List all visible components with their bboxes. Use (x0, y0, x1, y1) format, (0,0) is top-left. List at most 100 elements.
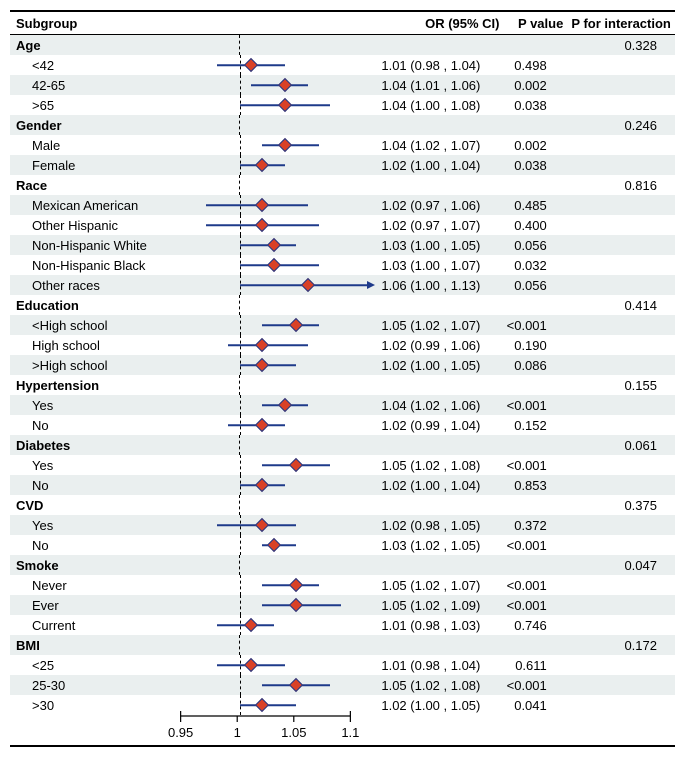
reference-line (240, 675, 241, 695)
or-text: 1.04 (1.02 , 1.06) (368, 398, 494, 413)
plot-cell (160, 495, 368, 515)
group-row: Race0.816 (10, 175, 675, 195)
point-estimate (267, 258, 281, 272)
p-value: 0.485 (494, 198, 551, 213)
item-label: Ever (10, 598, 160, 613)
reference-line (240, 75, 241, 95)
plot-cell (160, 455, 368, 475)
p-value: 0.038 (494, 158, 551, 173)
plot-cell (160, 695, 368, 715)
group-label: CVD (10, 498, 160, 513)
or-text: 1.02 (1.00 , 1.05) (368, 698, 494, 713)
p-value: 0.190 (494, 338, 551, 353)
header-plot-spacer (162, 12, 372, 34)
or-text: 1.02 (0.99 , 1.06) (368, 338, 494, 353)
plot-cell (160, 75, 368, 95)
item-label: <25 (10, 658, 160, 673)
item-label: >High school (10, 358, 160, 373)
point-estimate (255, 418, 269, 432)
header-pint: P for interaction (567, 16, 675, 31)
footer-rule (10, 745, 675, 747)
plot-cell (160, 135, 368, 155)
plot-cell (160, 675, 368, 695)
item-label: <42 (10, 58, 160, 73)
header-subgroup: Subgroup (10, 16, 162, 31)
plot-cell (160, 295, 368, 315)
item-row: Mexican American1.02 (0.97 , 1.06)0.485 (10, 195, 675, 215)
p-value: 0.498 (494, 58, 551, 73)
group-label: Hypertension (10, 378, 160, 393)
plot-cell (160, 555, 368, 575)
point-estimate (255, 698, 269, 712)
p-value: 0.032 (494, 258, 551, 273)
item-label: No (10, 418, 160, 433)
p-value: 0.002 (494, 138, 551, 153)
p-value: 0.041 (494, 698, 551, 713)
point-estimate (255, 198, 269, 212)
or-text: 1.01 (0.98 , 1.04) (368, 658, 494, 673)
plot-cell (160, 355, 368, 375)
plot-cell (160, 235, 368, 255)
item-label: Non-Hispanic White (10, 238, 160, 253)
group-label: BMI (10, 638, 160, 653)
p-value: <0.001 (494, 458, 551, 473)
rows-container: Age0.328<421.01 (0.98 , 1.04)0.49842-651… (10, 35, 675, 715)
or-text: 1.05 (1.02 , 1.08) (368, 458, 494, 473)
item-row: >651.04 (1.00 , 1.08)0.038 (10, 95, 675, 115)
plot-cell (160, 35, 368, 55)
point-estimate (278, 398, 292, 412)
p-value: 0.152 (494, 418, 551, 433)
point-estimate (255, 338, 269, 352)
axis-tick-label: 0.95 (168, 725, 193, 740)
reference-line (239, 635, 240, 655)
item-label: Never (10, 578, 160, 593)
p-value: 0.400 (494, 218, 551, 233)
group-label: Age (10, 38, 160, 53)
item-row: Yes1.04 (1.02 , 1.06)<0.001 (10, 395, 675, 415)
point-estimate (289, 678, 303, 692)
item-label: Current (10, 618, 160, 633)
plot-cell (160, 155, 368, 175)
reference-line (240, 595, 241, 615)
item-label: 25-30 (10, 678, 160, 693)
point-estimate (255, 218, 269, 232)
item-row: Other races1.06 (1.00 , 1.13)0.056 (10, 275, 675, 295)
p-interaction: 0.328 (551, 38, 675, 53)
or-text: 1.02 (0.98 , 1.05) (368, 518, 494, 533)
plot-cell (160, 515, 368, 535)
item-row: >High school 1.02 (1.00 , 1.05)0.086 (10, 355, 675, 375)
p-interaction: 0.155 (551, 378, 675, 393)
or-text: 1.02 (1.00 , 1.05) (368, 358, 494, 373)
point-estimate (255, 358, 269, 372)
p-value: 0.086 (494, 358, 551, 373)
reference-line (240, 135, 241, 155)
or-text: 1.02 (0.97 , 1.06) (368, 198, 494, 213)
reference-line (240, 575, 241, 595)
point-estimate (278, 78, 292, 92)
item-label: Yes (10, 518, 160, 533)
group-label: Smoke (10, 558, 160, 573)
p-value: <0.001 (494, 318, 551, 333)
point-estimate (255, 158, 269, 172)
or-text: 1.01 (0.98 , 1.03) (368, 618, 494, 633)
item-row: High school1.02 (0.99 , 1.06)0.190 (10, 335, 675, 355)
item-row: 25-301.05 (1.02 , 1.08)<0.001 (10, 675, 675, 695)
header-or: OR (95% CI) (372, 16, 509, 31)
item-row: Male1.04 (1.02 , 1.07)0.002 (10, 135, 675, 155)
axis-tick-label: 1.05 (281, 725, 306, 740)
or-text: 1.02 (0.99 , 1.04) (368, 418, 494, 433)
item-label: Other races (10, 278, 160, 293)
p-value: 0.853 (494, 478, 551, 493)
item-row: Non-Hispanic White1.03 (1.00 , 1.05)0.05… (10, 235, 675, 255)
item-label: Other Hispanic (10, 218, 160, 233)
item-label: Male (10, 138, 160, 153)
group-row: Gender0.246 (10, 115, 675, 135)
or-text: 1.04 (1.01 , 1.06) (368, 78, 494, 93)
plot-cell (160, 175, 368, 195)
plot-cell (160, 275, 368, 295)
group-row: BMI0.172 (10, 635, 675, 655)
item-row: <421.01 (0.98 , 1.04)0.498 (10, 55, 675, 75)
p-value: 0.746 (494, 618, 551, 633)
item-row: No1.02 (1.00 , 1.04)0.853 (10, 475, 675, 495)
or-text: 1.05 (1.02 , 1.09) (368, 598, 494, 613)
